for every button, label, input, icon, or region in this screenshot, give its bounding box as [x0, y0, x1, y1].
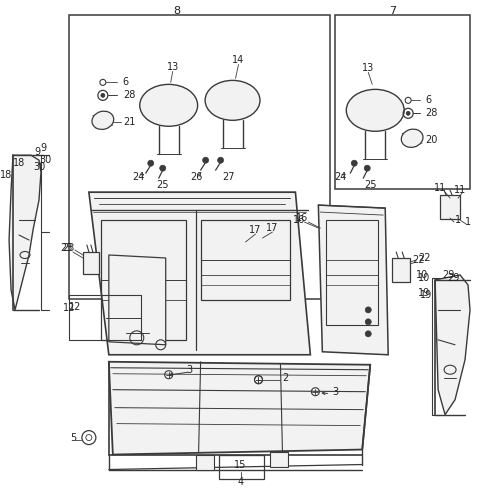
Text: 6: 6 [425, 96, 431, 105]
Text: 17: 17 [249, 225, 262, 235]
Text: 11: 11 [454, 185, 466, 195]
Text: 6: 6 [123, 77, 129, 88]
Text: 28: 28 [425, 108, 437, 118]
Text: 10: 10 [418, 273, 430, 283]
Circle shape [365, 307, 371, 313]
Bar [326, 220, 378, 325]
Polygon shape [89, 192, 311, 355]
Text: 16: 16 [296, 213, 309, 223]
Circle shape [365, 319, 371, 325]
Bar [201, 220, 290, 300]
Text: 7: 7 [389, 6, 396, 16]
Text: 10: 10 [416, 270, 428, 280]
Bar [196, 455, 214, 469]
Text: 5: 5 [70, 433, 76, 443]
Text: 9: 9 [34, 147, 40, 157]
Text: 19: 19 [418, 288, 430, 298]
Bar [83, 252, 99, 274]
Polygon shape [109, 362, 370, 455]
Text: 22: 22 [418, 253, 431, 263]
Text: 1: 1 [455, 215, 461, 225]
Ellipse shape [205, 80, 260, 120]
Text: 29: 29 [447, 273, 459, 283]
Text: 11: 11 [434, 183, 446, 193]
Text: 9: 9 [40, 143, 46, 153]
Bar [101, 220, 186, 340]
Text: 24: 24 [132, 172, 145, 182]
Text: 16: 16 [293, 215, 305, 225]
Bar [69, 295, 141, 340]
Text: 18: 18 [0, 170, 12, 180]
Polygon shape [435, 275, 470, 414]
Text: 25: 25 [156, 180, 169, 190]
Circle shape [406, 111, 410, 115]
Text: 23: 23 [63, 243, 75, 253]
Text: 13: 13 [167, 62, 179, 72]
Text: 19: 19 [420, 290, 432, 300]
Text: 28: 28 [123, 91, 135, 101]
Text: 4: 4 [238, 477, 243, 487]
Bar [336, 15, 470, 189]
Bar [440, 195, 460, 219]
Text: 22: 22 [412, 255, 424, 265]
Text: 25: 25 [364, 180, 376, 190]
Text: 2: 2 [282, 373, 288, 383]
Circle shape [364, 165, 370, 171]
Text: 13: 13 [362, 63, 374, 73]
Polygon shape [109, 255, 166, 345]
Polygon shape [9, 155, 41, 310]
Circle shape [365, 331, 371, 337]
Text: 14: 14 [232, 55, 245, 65]
Circle shape [351, 160, 357, 166]
Text: 12: 12 [69, 302, 81, 312]
Circle shape [203, 157, 209, 163]
Circle shape [148, 160, 154, 166]
Ellipse shape [140, 85, 198, 126]
Text: 23: 23 [60, 243, 73, 253]
Text: 29: 29 [442, 270, 454, 280]
Text: 26: 26 [191, 172, 203, 182]
Circle shape [160, 165, 166, 171]
Text: 15: 15 [234, 460, 247, 469]
Bar [218, 455, 264, 479]
Text: 17: 17 [266, 223, 279, 233]
Text: 20: 20 [425, 135, 437, 145]
Text: 21: 21 [123, 117, 135, 127]
Text: 8: 8 [173, 6, 180, 16]
Circle shape [217, 157, 224, 163]
Text: 1: 1 [465, 217, 471, 227]
Bar [69, 15, 330, 299]
Bar [270, 452, 288, 466]
Ellipse shape [92, 111, 114, 129]
Text: 18: 18 [13, 158, 25, 168]
Ellipse shape [401, 129, 423, 147]
Polygon shape [318, 205, 388, 355]
Text: 24: 24 [334, 172, 347, 182]
Circle shape [101, 94, 105, 98]
Text: 30: 30 [39, 155, 51, 165]
Text: 27: 27 [222, 172, 235, 182]
Text: 12: 12 [63, 303, 75, 313]
Ellipse shape [346, 90, 404, 131]
Text: 3: 3 [332, 387, 338, 397]
Text: 30: 30 [33, 162, 45, 172]
Bar [392, 258, 410, 282]
Text: 3: 3 [187, 365, 192, 375]
